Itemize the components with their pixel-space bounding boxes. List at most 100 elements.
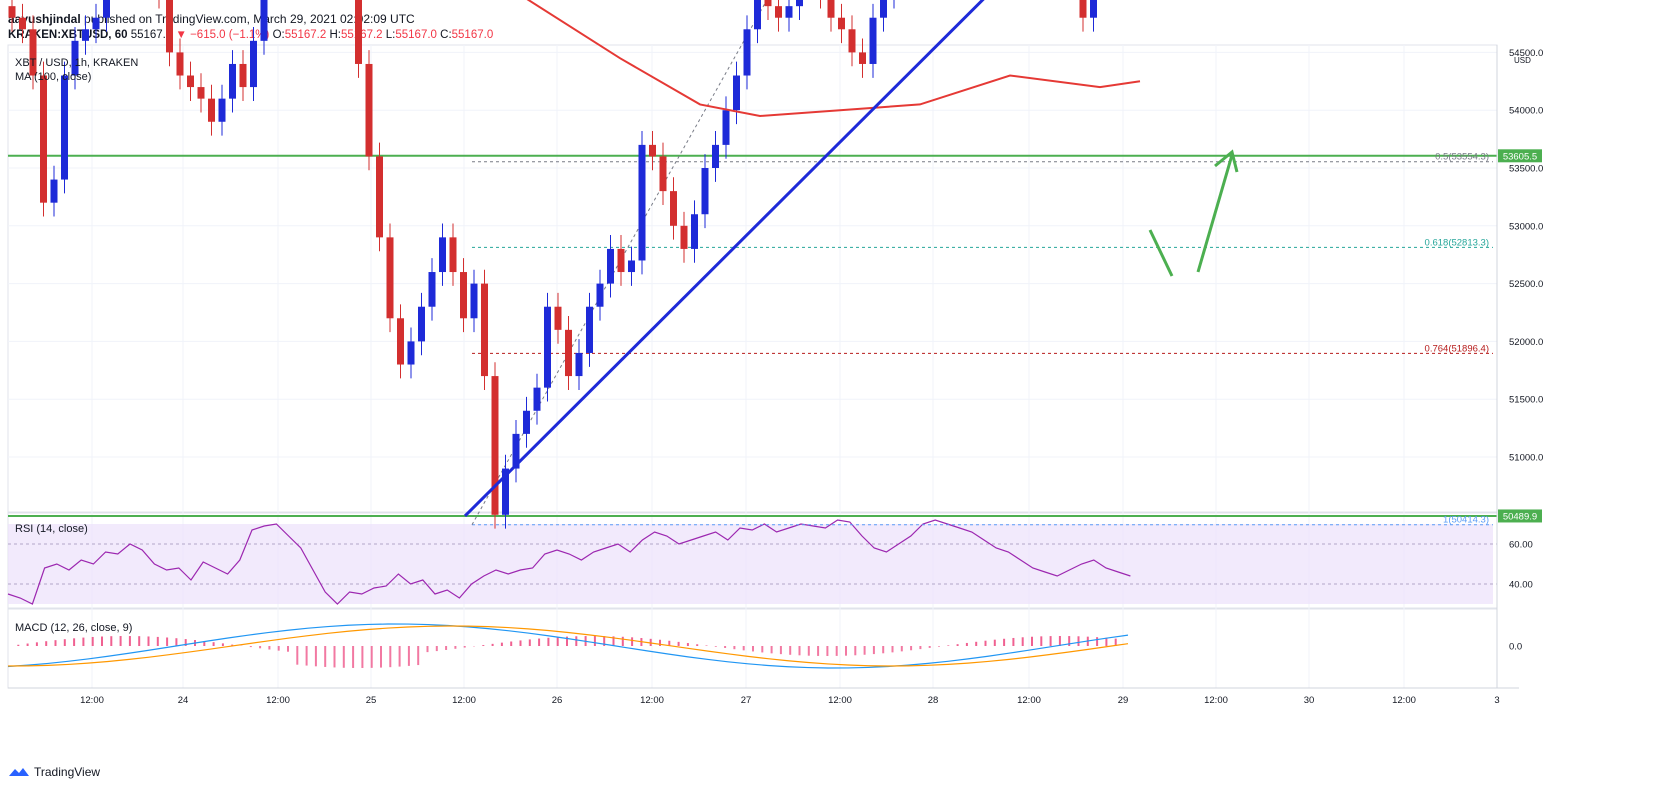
macd-histogram-bar (91, 636, 94, 646)
candle (796, 0, 803, 21)
candle (838, 3, 845, 44)
price-chart[interactable]: 60.00 40.00 0.0 0(56694.2)0.236(55212.2)0… (0, 0, 1658, 760)
fib-label: 0.618(52813.3) (1425, 237, 1489, 248)
x-tick-label: 12:00 (1204, 695, 1228, 706)
y-tick-label: 53500.0 (1509, 164, 1543, 175)
candle (859, 38, 866, 78)
macd-histogram-bar (891, 646, 894, 653)
macd-histogram-bar (1031, 636, 1033, 646)
candle (386, 223, 394, 333)
candle-body (260, 0, 268, 41)
macd-histogram-bar (221, 643, 224, 646)
y-tick-label: 54500.0 (1509, 48, 1543, 59)
candle-body (754, 0, 761, 30)
candle-body (596, 283, 604, 307)
candle (628, 246, 635, 286)
rsi-legend: RSI (14, close) (15, 523, 88, 535)
candle (880, 0, 887, 32)
candle-body (512, 433, 520, 469)
fibonacci-retracement: 0(56694.2)0.236(55212.2)0.5(53554.3)0.61… (471, 0, 1493, 526)
macd-histogram-bar (556, 637, 559, 646)
macd-histogram-bar (659, 639, 661, 646)
candle (544, 292, 551, 402)
macd-histogram-bar (566, 636, 568, 646)
candle (428, 258, 436, 321)
candle-body (523, 410, 530, 434)
macd-histogram-bar (166, 637, 169, 646)
ohlc-low-key: L: (385, 29, 396, 41)
rsi-pane: 60.00 40.00 (7, 519, 1533, 605)
ohlc-low: 55167.0 (395, 29, 437, 41)
candle (754, 0, 761, 44)
macd-histogram-bar (789, 646, 792, 655)
candle (607, 235, 614, 298)
macd-histogram-bar (435, 646, 438, 652)
macd-histogram-bar (742, 646, 745, 651)
macd-histogram-bar (454, 646, 457, 649)
candle (1079, 0, 1087, 32)
candle (397, 304, 404, 379)
macd-histogram-bar (798, 646, 801, 656)
macd-histogram-bar (752, 646, 754, 652)
author-name[interactable]: aayushjindal (8, 12, 81, 26)
price-axis: 51000.0 51500.0 52000.0 52500.0 53000.0 53500… (1496, 45, 1543, 688)
ohlc-close-key: C: (440, 29, 452, 41)
macd-histogram-bar (35, 642, 38, 646)
candle-body (565, 329, 572, 377)
candle (260, 0, 268, 55)
arrow-head-icon (1214, 149, 1239, 173)
candle (418, 292, 425, 356)
macd-histogram-bar (482, 645, 485, 646)
macd-histogram-bar (631, 637, 634, 646)
candle (733, 61, 740, 125)
candle-body (71, 40, 79, 76)
candle (158, 0, 160, 9)
ohlc-high-key: H: (329, 29, 341, 41)
candle (166, 0, 173, 67)
candle-body (407, 341, 415, 365)
macd-histogram-bar (287, 646, 289, 652)
candle (239, 50, 247, 101)
x-tick-label: 12:00 (80, 695, 104, 706)
macd-histogram-bar (1003, 638, 1006, 646)
y-tick-label: 52500.0 (1509, 279, 1543, 290)
tradingview-logo-icon (9, 768, 29, 776)
candle (82, 15, 89, 55)
candle (92, 3, 100, 44)
candle (481, 269, 488, 390)
y-tick-label: 54000.0 (1509, 106, 1543, 117)
candle (743, 15, 751, 90)
candle-body (470, 283, 478, 319)
macd-histogram-bar (342, 646, 345, 668)
y-tick-label: 53000.0 (1509, 221, 1543, 232)
candle (586, 292, 593, 367)
candle-body (712, 144, 719, 168)
candle (376, 142, 383, 252)
macd-histogram-bar (668, 640, 671, 646)
footer-brand[interactable]: TradingView (8, 765, 100, 779)
drawings (463, 0, 1239, 518)
candle-body (586, 306, 593, 353)
candle (649, 131, 656, 171)
candle-body (218, 98, 226, 122)
candle-body (785, 6, 793, 18)
macd-line (7, 623, 1129, 669)
candle-body (733, 75, 740, 111)
candle-body (92, 17, 100, 30)
macd-histogram-bar (575, 636, 578, 646)
macd-histogram-bar (73, 638, 76, 646)
macd-histogram-bar (463, 646, 466, 648)
macd-histogram-bar (212, 642, 215, 646)
macd-histogram-bar (770, 646, 773, 654)
candle-body (449, 237, 457, 273)
candle-body (775, 6, 782, 18)
candle (691, 200, 698, 263)
candle (565, 315, 572, 390)
candle-body (670, 191, 677, 226)
macd-histogram-bar (128, 636, 131, 646)
macd-histogram-bar (417, 646, 420, 666)
candle-body (722, 110, 730, 145)
candle-body (250, 40, 257, 88)
x-tick-label: 12:00 (452, 695, 476, 706)
candle-body (166, 0, 173, 53)
